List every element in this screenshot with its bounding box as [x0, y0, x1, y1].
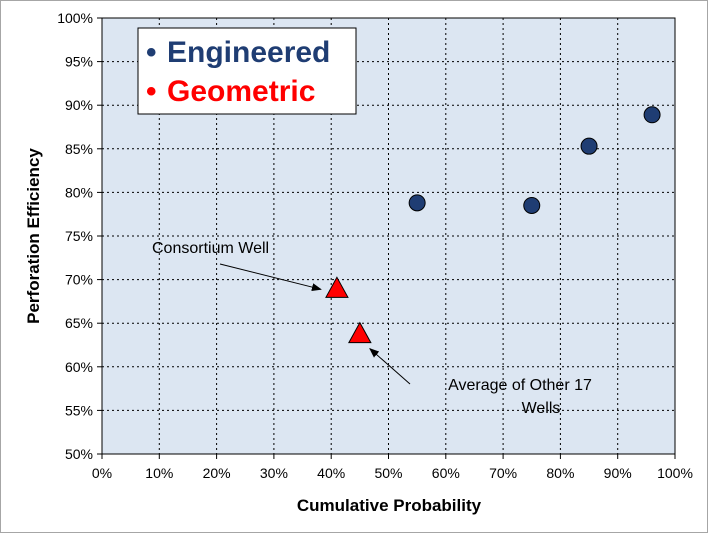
data-points [325, 106, 661, 344]
y-axis-title: Perforation Efficiency [24, 148, 43, 324]
legend-box [137, 27, 357, 115]
y-tick-label: 60% [65, 359, 93, 375]
x-tick-label: 40% [317, 465, 345, 481]
x-axis-title: Cumulative Probability [297, 496, 482, 515]
data-point-geometric [325, 276, 349, 298]
annotation-arrow [219, 263, 322, 292]
x-tick-label: 70% [489, 465, 517, 481]
x-tick-label: 0% [92, 465, 112, 481]
legend-bullet-geometric: • [146, 75, 157, 108]
annotation-arrow [369, 348, 411, 385]
x-tick-label: 60% [432, 465, 460, 481]
y-tick-label: 55% [65, 402, 93, 418]
annotation-average-line-1: Average of Other 17 [448, 377, 592, 394]
annotation-consortium-well: Consortium Well [152, 240, 269, 257]
y-tick-label: 75% [65, 228, 93, 244]
y-tick-labels: 50% 55% 60% 65% 70% 75% 80% 85% 90% 95% 100% [57, 10, 102, 462]
y-tick-label: 65% [65, 315, 93, 331]
y-tick-label: 95% [65, 54, 93, 70]
data-point-geometric [348, 321, 372, 344]
x-tick-label: 10% [145, 465, 173, 481]
data-point-engineered [408, 194, 426, 212]
x-tick-label: 90% [604, 465, 632, 481]
annotations: Consortium Well Average of Other 17 Wells [152, 240, 592, 417]
legend: • Engineered • Geometric [137, 27, 357, 115]
x-tick-label: 20% [203, 465, 231, 481]
y-tick-label: 90% [65, 97, 93, 113]
x-tick-label: 100% [657, 465, 693, 481]
data-point-engineered [643, 106, 661, 124]
legend-label-engineered: Engineered [167, 36, 330, 69]
y-tick-label: 50% [65, 446, 93, 462]
x-tick-label: 50% [374, 465, 402, 481]
annotation-average-line-2: Wells [522, 400, 561, 417]
y-tick-label: 80% [65, 184, 93, 200]
x-tick-label: 30% [260, 465, 288, 481]
data-point-engineered [580, 137, 598, 155]
y-tick-label: 70% [65, 272, 93, 288]
x-tick-labels: 0% 10% 20% 30% 40% 50% 60% 70% 80% 90% 100% [92, 454, 693, 481]
data-point-engineered [523, 196, 541, 214]
x-tick-label: 80% [546, 465, 574, 481]
y-tick-label: 85% [65, 141, 93, 157]
legend-label-geometric: Geometric [167, 75, 315, 108]
y-tick-label: 100% [57, 10, 93, 26]
legend-bullet-engineered: • [146, 36, 157, 69]
